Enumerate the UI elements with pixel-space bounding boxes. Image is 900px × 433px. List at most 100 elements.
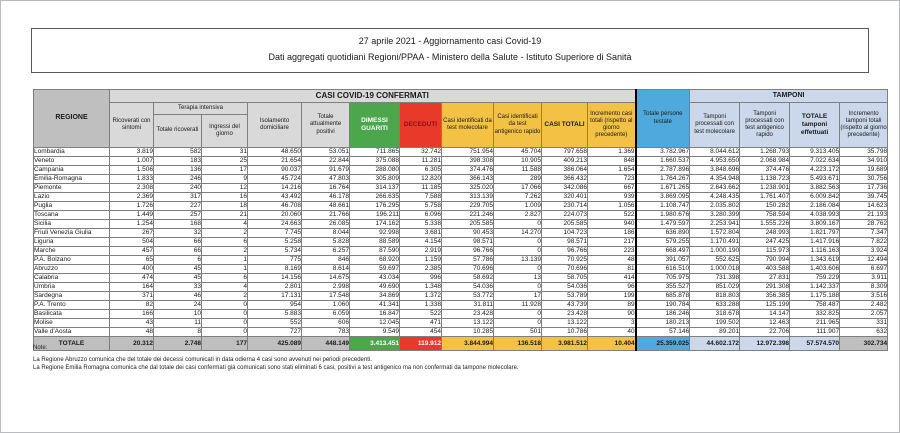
value-cell: 43.034 — [349, 273, 400, 283]
value-cell: 727 — [247, 327, 302, 337]
value-cell: 46.178 — [301, 192, 350, 202]
column-header-attualmente-positivi: Totale attualmente positivi — [301, 102, 350, 148]
bulletin-title: 27 aprile 2021 - Aggiornamento casi Covi… — [358, 36, 542, 46]
table-row: Sardegna 371 46 2 17.131 17.548 34.869 1.372 53.… — [33, 291, 889, 301]
value-cell: 57.146 — [634, 327, 691, 337]
value-cell: 41.341 — [349, 300, 400, 310]
value-cell: 53.051 — [301, 147, 350, 157]
value-cell: 2.057 — [839, 309, 889, 319]
region-name: P.A. Trento — [33, 300, 110, 310]
column-header-ricoverati: Ricoverati con sintomi — [109, 102, 154, 148]
value-cell: 33 — [153, 282, 202, 292]
value-cell: 164 — [109, 282, 154, 292]
note-line-emilia-romagna: La Regione Emilia Romagna comunica che d… — [33, 365, 519, 372]
table-row: Emilia-Romagna 1.833 246 9 45.724 47.803 305.8… — [33, 174, 889, 184]
value-cell: 1.254 — [109, 219, 154, 229]
value-cell: 70.696 — [541, 264, 588, 274]
value-cell: 3.981.512 — [541, 336, 588, 351]
value-cell: 2.253.941 — [689, 219, 741, 229]
value-cell: 87.590 — [349, 246, 400, 256]
value-cell: 1.108.747 — [634, 201, 691, 211]
value-cell: 332.825 — [789, 309, 841, 319]
column-header-ingressi-giorno: Ingressi del giorno — [201, 114, 248, 148]
value-cell: 711.865 — [349, 147, 400, 157]
value-cell: 4.248.435 — [689, 192, 741, 202]
column-header-tamponi-antigenico: Tamponi processati con test antigenico r… — [739, 102, 791, 148]
value-cell: 751.954 — [441, 147, 494, 157]
value-cell: 3.809.167 — [789, 219, 841, 229]
value-cell: 68.920 — [349, 255, 400, 265]
value-cell: 90.453 — [441, 228, 494, 238]
value-cell: 3 — [586, 318, 637, 328]
value-cell: 425.089 — [247, 336, 302, 351]
value-cell: 851.029 — [689, 282, 741, 292]
value-cell: 45 — [153, 264, 202, 274]
value-cell: 24.663 — [247, 219, 302, 229]
value-cell: 1.116.163 — [789, 246, 841, 256]
value-cell: 1.555.226 — [739, 219, 791, 229]
value-cell: 14.156 — [247, 273, 302, 283]
value-cell: 939 — [586, 192, 637, 202]
value-cell: 90 — [586, 309, 637, 319]
value-cell: 1.369 — [586, 147, 637, 157]
value-cell: 186 — [586, 228, 637, 238]
column-header-regione: REGIONE — [33, 89, 110, 148]
region-name: Umbria — [33, 282, 110, 292]
value-cell: 119.912 — [399, 336, 442, 351]
value-cell: 9.549 — [349, 327, 400, 337]
value-cell: 43 — [109, 318, 154, 328]
value-cell: 0 — [493, 318, 542, 328]
value-cell: 10.285 — [441, 327, 494, 337]
value-cell: 1.506 — [109, 165, 154, 175]
value-cell: 11.185 — [399, 183, 442, 193]
value-cell: 4.154 — [399, 237, 442, 247]
value-cell: 8.309 — [839, 282, 889, 292]
value-cell: 783 — [301, 327, 350, 337]
table-row: Puglia 1.726 227 18 46.708 48.661 176.295 5.758… — [33, 201, 889, 211]
value-cell: 633.288 — [689, 300, 741, 310]
value-cell: 723 — [586, 174, 637, 184]
value-cell: 25.359.025 — [634, 336, 691, 351]
value-cell: 14.270 — [493, 228, 542, 238]
value-cell: 48.650 — [247, 147, 302, 157]
value-cell: 1.833 — [109, 174, 154, 184]
value-cell: 582 — [153, 147, 202, 157]
table-row: Valle d'Aosta 48 8 0 727 783 9.549 454 10.285 501… — [33, 327, 889, 337]
value-cell: 398.308 — [441, 156, 494, 166]
region-name: Sicilia — [33, 219, 110, 229]
value-cell: 731.398 — [689, 273, 741, 283]
value-cell: 331 — [839, 318, 889, 328]
value-cell: 1.764.267 — [634, 174, 691, 184]
value-cell: 136 — [153, 165, 202, 175]
value-cell: 3.848.696 — [689, 165, 741, 175]
value-cell: 46.708 — [247, 201, 302, 211]
value-cell: 3.882.563 — [789, 183, 841, 193]
value-cell: 9 — [201, 174, 248, 184]
value-cell: 0 — [201, 300, 248, 310]
value-cell: 2.748 — [153, 336, 202, 351]
table-row: Abruzzo 400 45 1 8.169 8.614 59.697 2.385 70.696… — [33, 264, 889, 274]
value-cell: 48.661 — [301, 201, 350, 211]
value-cell: 409.213 — [541, 156, 588, 166]
value-cell: 22.706 — [739, 327, 791, 337]
column-header-casi-antigenico: Casi identificati da test antigenico rap… — [493, 102, 542, 148]
value-cell: 668.497 — [634, 246, 691, 256]
value-cell: 267 — [109, 228, 154, 238]
value-cell: 1.000.018 — [689, 264, 741, 274]
value-cell: 0 — [493, 264, 542, 274]
value-cell: 1.980.676 — [634, 210, 691, 220]
value-cell: 227 — [153, 201, 202, 211]
value-cell: 47.803 — [301, 174, 350, 184]
value-cell: 790.994 — [739, 255, 791, 265]
value-cell: 12.463 — [739, 318, 791, 328]
column-header-tamponi-totale: TOTALE tamponi effettuati — [789, 102, 841, 148]
value-cell: 240 — [153, 183, 202, 193]
value-cell: 3.681 — [399, 228, 442, 238]
value-cell: 1.238.901 — [739, 183, 791, 193]
value-cell: 70.696 — [441, 264, 494, 274]
table-row: Sicilia 1.254 168 4 24.663 26.085 174.162 5.338… — [33, 219, 889, 229]
value-cell: 96 — [586, 282, 637, 292]
value-cell: 16 — [201, 192, 248, 202]
value-cell: 91.679 — [301, 165, 350, 175]
value-cell: 6.697 — [839, 264, 889, 274]
